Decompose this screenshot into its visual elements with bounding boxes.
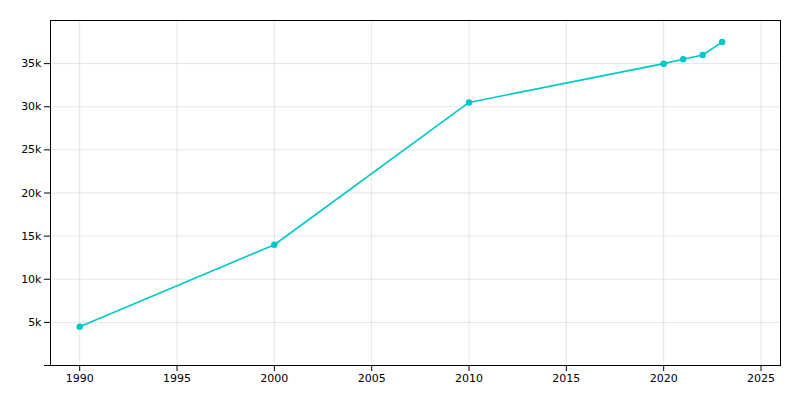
svg-text:10k: 10k <box>21 273 42 286</box>
svg-text:2015: 2015 <box>552 372 580 385</box>
svg-text:1995: 1995 <box>163 372 191 385</box>
svg-text:1990: 1990 <box>66 372 94 385</box>
svg-text:20k: 20k <box>21 187 42 200</box>
svg-text:30k: 30k <box>21 100 42 113</box>
svg-text:2020: 2020 <box>650 372 678 385</box>
svg-text:5k: 5k <box>28 316 42 329</box>
svg-text:25k: 25k <box>21 143 42 156</box>
svg-text:2000: 2000 <box>260 372 288 385</box>
svg-text:2005: 2005 <box>358 372 386 385</box>
svg-text:35k: 35k <box>21 57 42 70</box>
svg-text:2010: 2010 <box>455 372 483 385</box>
svg-text:15k: 15k <box>21 230 42 243</box>
svg-text:2025: 2025 <box>747 372 775 385</box>
